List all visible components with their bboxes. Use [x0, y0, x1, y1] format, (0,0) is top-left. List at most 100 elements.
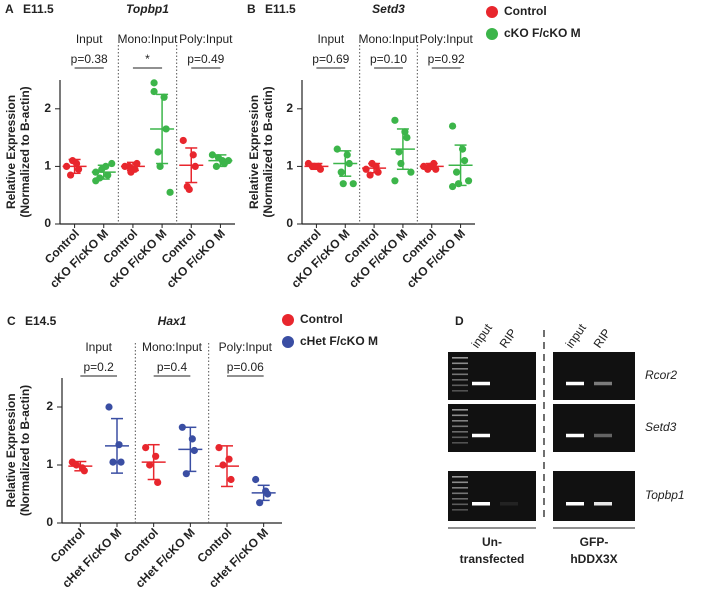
ladder-band — [452, 379, 468, 381]
data-point — [208, 151, 217, 159]
y-axis-label: Relative Expression — [4, 393, 18, 507]
data-point — [403, 134, 411, 142]
band — [594, 381, 612, 386]
gel — [448, 471, 536, 521]
data-point — [146, 461, 154, 469]
data-point — [190, 446, 198, 455]
gene-name: Topbp1 — [126, 2, 169, 16]
condition-label: hDDX3X — [570, 552, 617, 566]
y-tick-label: 2 — [44, 101, 51, 115]
ladder-band — [452, 390, 468, 392]
gel — [553, 404, 635, 452]
y-tick-label: 1 — [286, 159, 293, 173]
data-point — [150, 79, 158, 87]
group-name: Input — [317, 32, 344, 46]
ladder-band — [452, 442, 468, 444]
panel-title: E14.5 — [25, 314, 57, 328]
ladder-band — [452, 373, 468, 376]
gene-label: Topbp1 — [645, 488, 685, 502]
panel-title: E11.5 — [265, 2, 296, 16]
condition-label: GFP- — [580, 535, 609, 549]
legend-label: cHet F/cKO M — [300, 334, 378, 348]
panel-label: C — [7, 314, 16, 328]
panel-title: E11.5 — [23, 2, 54, 16]
gene-name: Hax1 — [158, 314, 187, 328]
y-tick-label: 0 — [44, 216, 51, 230]
p-value: p=0.2 — [83, 360, 114, 374]
data-point — [109, 458, 117, 466]
gene-name: Setd3 — [372, 2, 405, 16]
gene-label: Rcor2 — [645, 368, 677, 382]
ladder-band — [452, 420, 468, 422]
data-point — [219, 461, 227, 469]
y-tick-label: 0 — [286, 216, 293, 230]
ladder-band — [452, 436, 468, 439]
data-point — [337, 168, 345, 176]
ladder-band — [452, 509, 468, 511]
ladder-band — [452, 384, 468, 387]
gel — [448, 404, 536, 452]
band — [566, 502, 584, 506]
data-point — [74, 165, 83, 173]
data-point — [179, 136, 187, 145]
group-name: Mono:Input — [117, 32, 178, 46]
data-point — [150, 87, 158, 96]
legend-label: cKO F/cKO M — [504, 26, 581, 40]
y-axis-label: Relative Expression — [247, 95, 261, 209]
data-point — [105, 403, 113, 411]
legend-marker — [486, 28, 498, 40]
data-point — [391, 177, 399, 185]
group-name: Poly:Input — [419, 32, 473, 46]
data-point — [166, 188, 174, 196]
lane-label: input — [469, 321, 496, 351]
group-name: Poly:Input — [219, 340, 273, 354]
p-value: p=0.92 — [428, 52, 465, 66]
group-name: Input — [85, 340, 112, 354]
y-axis-label: Relative Expression — [4, 95, 18, 209]
y-tick-label: 2 — [46, 399, 53, 413]
data-point — [72, 461, 80, 469]
p-value: p=0.38 — [71, 52, 108, 66]
legend-label: Control — [504, 4, 547, 18]
panel-label: A — [5, 2, 14, 16]
ladder-band — [452, 503, 468, 506]
data-point — [448, 182, 457, 191]
data-point — [264, 490, 272, 498]
band — [472, 381, 490, 386]
legend-marker — [486, 6, 498, 18]
y-tick-label: 0 — [46, 515, 53, 529]
ladder-band — [452, 498, 468, 500]
data-point — [391, 116, 399, 124]
p-value: p=0.10 — [370, 52, 407, 66]
data-point — [178, 423, 186, 431]
ladder-band — [452, 368, 468, 370]
p-value: p=0.4 — [157, 360, 188, 374]
ladder-band — [452, 362, 468, 365]
data-point — [448, 122, 457, 130]
data-point — [460, 157, 469, 165]
gel — [553, 352, 635, 400]
gel — [448, 352, 536, 400]
ladder-band — [452, 409, 468, 411]
p-value: p=0.69 — [312, 52, 349, 66]
y-tick-label: 2 — [286, 101, 293, 115]
data-point — [191, 162, 199, 170]
group-name: Poly:Input — [179, 32, 233, 46]
data-point — [66, 171, 75, 179]
data-point — [464, 177, 473, 185]
y-tick-label: 1 — [46, 457, 53, 471]
ladder-band — [452, 431, 468, 433]
lane-label: RIP — [591, 326, 614, 350]
data-point — [407, 168, 415, 176]
band — [566, 381, 584, 386]
legend-label: Control — [300, 312, 343, 326]
p-value: * — [145, 52, 150, 66]
data-point — [156, 162, 164, 170]
band — [594, 433, 612, 438]
band — [500, 502, 518, 506]
y-axis-label: (Normalized to B-actin) — [261, 86, 275, 217]
data-point — [252, 475, 260, 484]
legend-marker — [282, 314, 294, 326]
gel — [553, 471, 635, 521]
group-name: Input — [76, 32, 103, 46]
